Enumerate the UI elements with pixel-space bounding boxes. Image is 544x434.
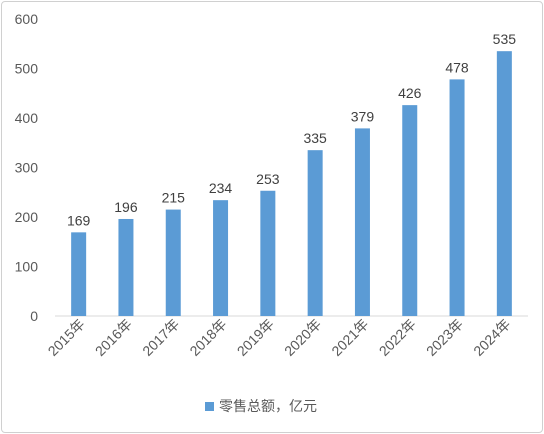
x-tick-label: 2016年 — [92, 316, 135, 359]
x-tick-label: 2020年 — [281, 316, 324, 359]
y-tick-label: 400 — [15, 110, 39, 126]
data-label: 215 — [162, 190, 186, 206]
data-label: 379 — [351, 108, 375, 124]
bar — [449, 79, 465, 316]
legend: 零售总额，亿元 — [205, 399, 317, 415]
x-tick-label: 2015年 — [45, 316, 88, 359]
y-tick-label: 200 — [15, 209, 39, 225]
x-tick-label: 2019年 — [234, 316, 277, 359]
bar — [118, 218, 134, 316]
legend-swatch — [205, 402, 214, 411]
y-tick-label: 600 — [15, 11, 39, 27]
legend-label: 零售总额，亿元 — [219, 399, 317, 415]
data-label: 253 — [256, 171, 280, 187]
bar — [354, 128, 370, 316]
y-tick-label: 0 — [30, 308, 38, 324]
x-tick-label: 2021年 — [328, 316, 371, 359]
x-tick-label: 2017年 — [139, 316, 182, 359]
y-tick-label: 300 — [15, 160, 39, 176]
bar — [402, 105, 418, 316]
bar — [307, 150, 323, 316]
data-label: 234 — [209, 180, 233, 196]
y-tick-label: 100 — [15, 259, 39, 275]
x-tick-label: 2023年 — [423, 316, 466, 359]
y-axis: 0 100 200 300 400 500 600 — [15, 11, 39, 324]
bar — [71, 232, 87, 316]
data-label: 335 — [303, 130, 327, 146]
x-tick-label: 2022年 — [376, 316, 419, 359]
y-tick-label: 500 — [15, 61, 39, 77]
data-label: 426 — [398, 85, 422, 101]
data-label: 535 — [493, 31, 517, 47]
bars — [71, 51, 512, 317]
x-axis: 2015年 2016年 2017年 2018年 2019年 2020年 2021年 2022年… — [45, 316, 514, 359]
bar — [213, 200, 229, 316]
bar — [260, 190, 276, 316]
data-label: 196 — [114, 199, 138, 215]
data-label: 169 — [67, 212, 91, 228]
bar — [496, 51, 512, 317]
data-label: 478 — [445, 59, 469, 75]
data-labels: 169 196 215 234 253 335 379 426 478 535 — [67, 31, 516, 228]
bar — [165, 209, 181, 316]
x-tick-label: 2024年 — [470, 316, 513, 359]
x-tick-label: 2018年 — [186, 316, 229, 359]
